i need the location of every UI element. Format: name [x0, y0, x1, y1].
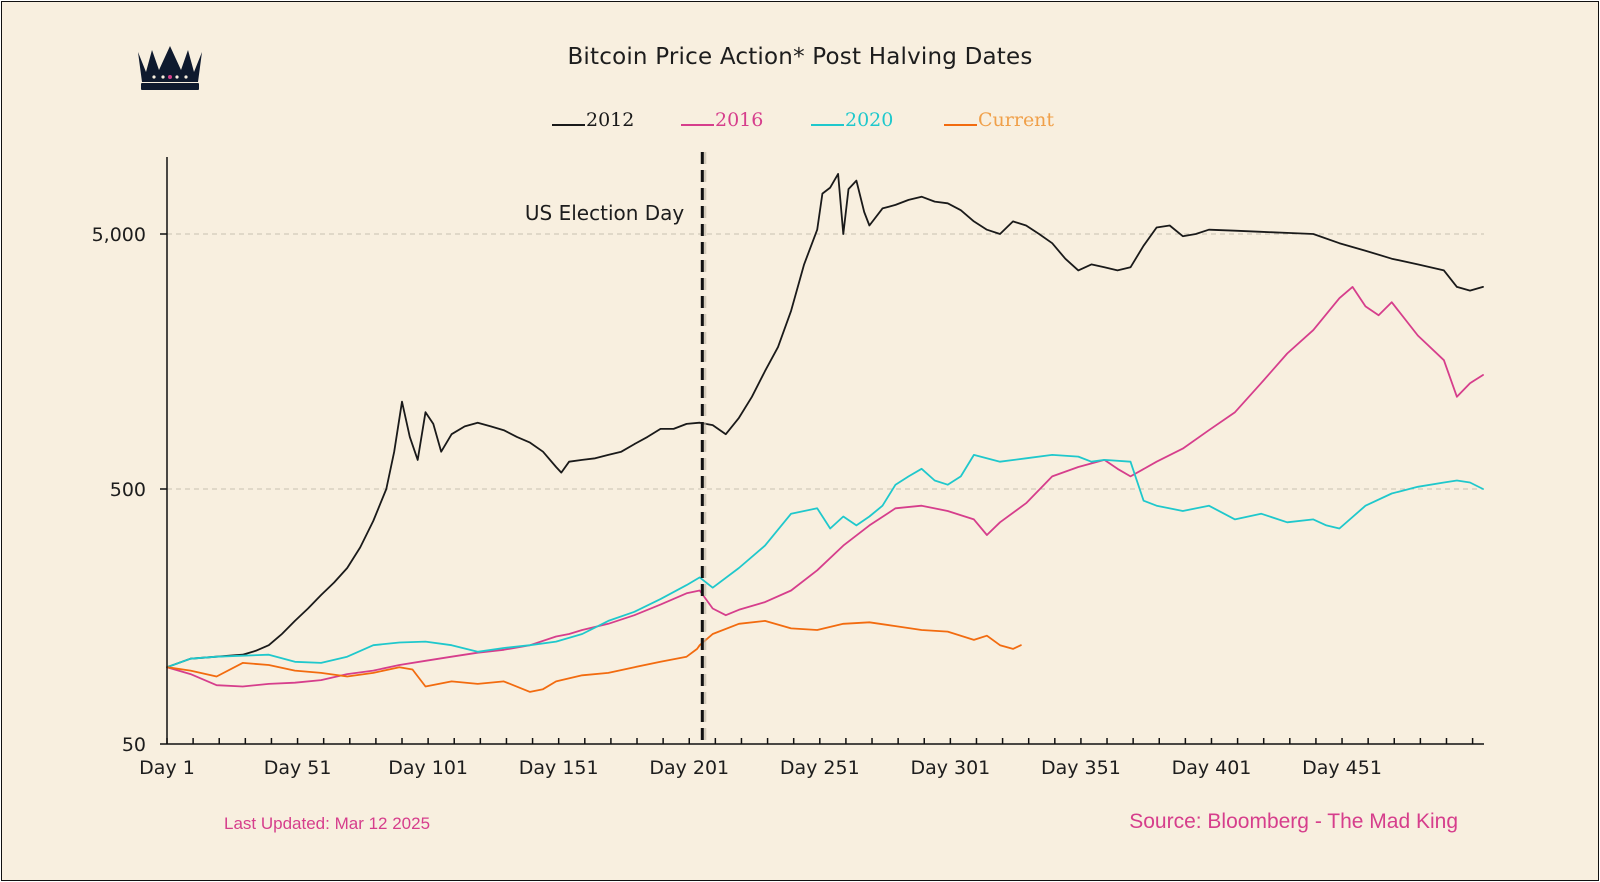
election-day-label: US Election Day	[525, 201, 685, 225]
legend-swatch-2016	[681, 124, 714, 126]
series-line-current	[166, 620, 1022, 693]
crown-icon	[138, 46, 202, 90]
x-tick-label: Day 301	[910, 757, 990, 779]
x-tick-label: Day 251	[780, 757, 860, 779]
source-text: Source: Bloomberg - The Mad King	[1129, 810, 1458, 833]
x-tick-label: Day 201	[649, 757, 729, 779]
x-tick-label: Day 101	[388, 757, 468, 779]
chart-title: Bitcoin Price Action* Post Halving Dates	[567, 44, 1033, 70]
y-tick-label: 500	[110, 479, 146, 501]
legend-swatch-current	[944, 124, 977, 126]
series-line-2020	[166, 453, 1484, 669]
legend-label-2016: 2016	[715, 109, 764, 131]
legend-label-current: Current	[978, 109, 1055, 131]
x-tick-label: Day 51	[264, 757, 332, 779]
x-tick-label: Day 401	[1172, 757, 1252, 779]
legend-swatch-2012	[552, 124, 585, 126]
y-tick-label: 5,000	[92, 224, 146, 246]
series-line-2012	[166, 172, 1484, 669]
last-updated-text: Last Updated: Mar 12 2025	[224, 814, 431, 833]
legend: 2012 2016 2020 Current	[0, 105, 1600, 135]
legend-label-2012: 2012	[586, 109, 635, 131]
legend-label-2020: 2020	[845, 109, 894, 131]
x-tick-label: Day 451	[1302, 757, 1382, 779]
x-tick-label: Day 1	[139, 757, 195, 779]
x-tick-label: Day 351	[1041, 757, 1121, 779]
y-tick-label: 50	[122, 734, 146, 756]
legend-swatch-2020	[811, 124, 844, 126]
series-line-2016	[166, 285, 1484, 688]
x-tick-label: Day 151	[519, 757, 599, 779]
